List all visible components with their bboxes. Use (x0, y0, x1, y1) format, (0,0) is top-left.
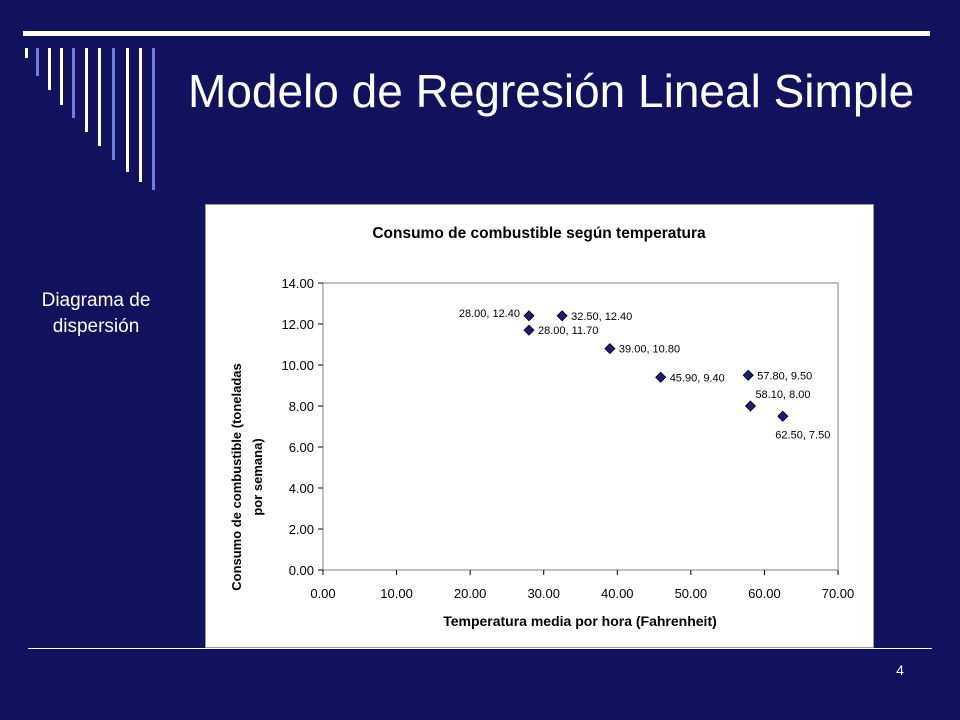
top-rule (23, 31, 930, 36)
data-label: 45.90, 9.40 (670, 372, 725, 384)
slide-title: Modelo de Regresión Lineal Simple (188, 65, 915, 117)
decorative-stripes (25, 48, 155, 190)
deco-stripe (85, 48, 88, 132)
deco-stripe (60, 48, 63, 105)
x-tick-label: 0.00 (310, 586, 335, 601)
x-tick-label: 60.00 (748, 586, 781, 601)
deco-stripe (112, 48, 115, 160)
y-axis-label-line-1: Consumo de combustible (toneladas (229, 363, 244, 591)
page-number: 4 (896, 662, 904, 678)
y-tick-label: 8.00 (289, 399, 314, 414)
data-label: 57.80, 9.50 (757, 370, 812, 382)
x-tick-label: 70.00 (822, 586, 855, 601)
side-label: Diagrama de dispersión (41, 290, 151, 337)
deco-stripe (25, 48, 28, 58)
data-label: 32.50, 12.40 (571, 311, 632, 323)
data-label: 58.10, 8.00 (755, 389, 810, 401)
y-axis-label-line-2: por semana) (250, 438, 265, 515)
y-tick-label: 0.00 (289, 563, 314, 578)
data-point (523, 324, 535, 336)
data-point (523, 310, 535, 322)
x-tick-label: 10.00 (380, 586, 413, 601)
deco-stripe (98, 48, 101, 146)
scatter-chart: Consumo de combustible según temperatura… (229, 225, 855, 629)
deco-stripe (139, 48, 142, 182)
y-tick-label: 12.00 (281, 317, 314, 332)
deco-stripe (72, 48, 75, 118)
chart-title: Consumo de combustible según temperatura (372, 225, 706, 242)
bottom-rule (28, 648, 932, 649)
y-tick-label: 10.00 (281, 358, 314, 373)
data-point (655, 371, 667, 383)
data-point (556, 310, 568, 322)
chart-area: Consumo de combustible según temperatura… (205, 204, 874, 648)
y-tick-label: 14.00 (281, 276, 314, 291)
y-tick-label: 4.00 (289, 481, 314, 496)
data-label: 28.00, 11.70 (538, 325, 598, 337)
deco-stripe (152, 48, 155, 190)
data-label: 39.00, 10.80 (619, 344, 680, 356)
x-tick-label: 20.00 (454, 586, 487, 601)
x-axis-label: Temperatura media por hora (Fahrenheit) (443, 613, 717, 629)
data-point (604, 343, 616, 355)
y-tick-label: 2.00 (289, 522, 314, 537)
plot-area-border (322, 282, 839, 571)
data-point (744, 400, 757, 412)
data-point (742, 369, 754, 381)
data-point (777, 410, 789, 422)
data-label: 28.00, 12.40 (459, 308, 520, 320)
deco-stripe (126, 48, 129, 172)
deco-stripe (48, 48, 51, 90)
x-tick-label: 40.00 (601, 586, 634, 601)
data-label: 62.50, 7.50 (775, 429, 830, 441)
x-tick-label: 30.00 (527, 586, 560, 601)
y-tick-label: 6.00 (289, 440, 314, 455)
deco-stripe (36, 48, 39, 76)
x-tick-label: 50.00 (675, 586, 708, 601)
